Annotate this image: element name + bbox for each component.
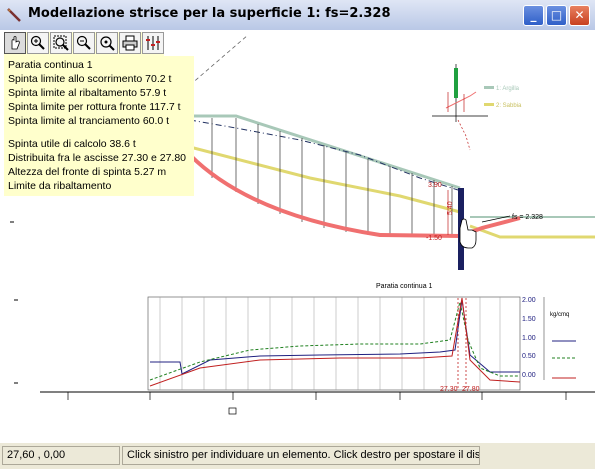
status-message: Click sinistro per individuare un elemen… xyxy=(122,446,480,465)
info-line: Paratia continua 1 xyxy=(8,59,93,71)
minimize-button[interactable]: _ xyxy=(523,5,544,26)
zoom-all-icon xyxy=(100,36,115,51)
baseline-marker xyxy=(228,407,237,415)
pile-top-label: 3.90 xyxy=(428,182,442,189)
zoom-in-icon xyxy=(30,35,45,50)
close-icon: ✕ xyxy=(574,8,585,22)
maximize-button[interactable]: □ xyxy=(546,5,567,26)
guide-line xyxy=(189,34,249,86)
close-button[interactable]: ✕ xyxy=(569,5,590,26)
pile-bottom-label: -1.50 xyxy=(426,235,442,242)
info-line: Spinta limite al tranciamento 60.0 t xyxy=(8,115,170,127)
legend-swatch-sabbia xyxy=(484,103,494,106)
pile-height-label: 5.40 xyxy=(447,201,454,215)
status-coordinates: 27,60 , 0,00 xyxy=(2,446,120,465)
x-marker-2: 27.80 xyxy=(462,386,480,393)
slip-surface xyxy=(188,153,521,239)
y-tick-200: 2.00 xyxy=(522,297,536,304)
settings-tool[interactable] xyxy=(142,32,164,54)
pressure-curve-red xyxy=(149,297,521,387)
x-marker-1: 27.30 xyxy=(440,386,458,393)
zoom-out-tool[interactable] xyxy=(73,32,95,54)
pan-tool[interactable] xyxy=(4,32,26,54)
printer-icon xyxy=(122,35,138,51)
info-line: Limite da ribaltamento xyxy=(8,180,112,192)
fs-label: fs = 2.328 xyxy=(512,214,543,221)
drawing-canvas[interactable]: 3.90 -1.50 5.40 fs = 2.328 xyxy=(0,30,595,442)
y-tick-050: 0.50 xyxy=(522,353,536,360)
detail-chart-title: Paratia continua 1 xyxy=(376,283,433,290)
info-line: Spinta limite al ribaltamento 57.9 t xyxy=(8,87,167,99)
strip-lines xyxy=(189,118,453,236)
info-line: Spinta limite allo scorrimento 70.2 t xyxy=(8,73,172,85)
info-line: Spinta utile di calcolo 38.6 t xyxy=(8,138,136,150)
window-title: Modellazione strisce per la superficie 1… xyxy=(28,6,391,21)
y-tick-150: 1.50 xyxy=(522,316,536,323)
y-tick-100: 1.00 xyxy=(522,335,536,342)
minimize-icon: _ xyxy=(530,8,537,22)
print-tool[interactable] xyxy=(119,32,141,54)
baseline-ticks xyxy=(67,392,567,400)
legend-argilla: 1: Argilla xyxy=(496,86,520,92)
title-bar[interactable]: Modellazione strisce per la superficie 1… xyxy=(0,0,595,31)
chart-unit: kg/cmq xyxy=(550,312,569,318)
maximize-icon: □ xyxy=(550,8,563,22)
zoom-in-tool[interactable] xyxy=(27,32,49,54)
mini-section-diagram xyxy=(432,64,488,151)
legend-sabbia: 2: Sabbia xyxy=(496,103,522,109)
info-panel: Paratia continua 1 Spinta limite allo sc… xyxy=(4,56,194,196)
section-drawing[interactable]: 3.90 -1.50 5.40 fs = 2.328 xyxy=(0,30,595,442)
zoom-out-icon xyxy=(76,35,91,50)
info-line: Spinta limite per rottura fronte 117.7 t xyxy=(8,101,181,113)
info-line: Distribuita fra le ascisse 27.30 e 27.80 xyxy=(8,152,187,164)
info-line: Altezza del fronte di spinta 5.27 m xyxy=(8,166,167,178)
legend-swatch-argilla xyxy=(484,86,494,89)
zoom-window-tool[interactable] xyxy=(50,32,72,54)
sliders-icon xyxy=(146,36,160,50)
zoom-window-icon xyxy=(53,35,69,51)
y-tick-000: 0.00 xyxy=(522,372,536,379)
status-bar: 27,60 , 0,00 Click sinistro per individu… xyxy=(0,442,595,469)
pressure-curve-green xyxy=(149,301,520,381)
toolbar xyxy=(4,32,164,56)
zoom-all-tool[interactable] xyxy=(96,32,118,54)
hand-icon xyxy=(11,36,20,50)
app-icon xyxy=(7,8,21,22)
hand-cursor-icon xyxy=(459,218,477,249)
